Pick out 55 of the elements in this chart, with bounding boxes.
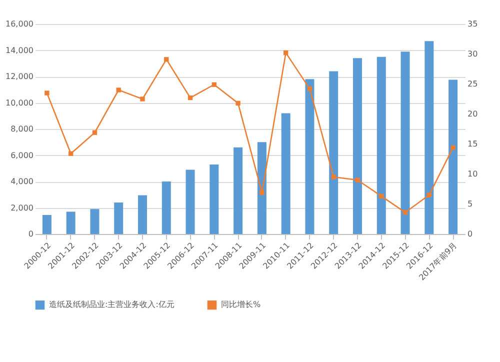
point: [450, 145, 456, 150]
point: [331, 174, 336, 180]
bar: [114, 202, 124, 234]
point: [116, 88, 121, 92]
point: [68, 151, 74, 156]
y-tick-label: 2,000: [10, 203, 34, 212]
point: [212, 82, 217, 87]
legend-label: 同比增长%: [221, 300, 261, 310]
point: [426, 192, 432, 198]
bar: [210, 164, 219, 234]
y2-tick-label: 25: [468, 80, 478, 88]
bar: [448, 80, 458, 234]
bar: [400, 52, 410, 234]
point: [188, 95, 193, 100]
bar: [66, 212, 76, 234]
y2-tick-label: 30: [468, 50, 478, 58]
point: [92, 130, 98, 135]
bar: [257, 142, 266, 234]
bar: [42, 214, 52, 234]
y-tick-label: 12,000: [6, 72, 34, 81]
y-tick-label: 8,000: [10, 124, 34, 134]
y-tick-label: 10,000: [6, 98, 34, 108]
point: [379, 194, 384, 199]
y2-tick-label: 5: [468, 200, 473, 208]
y2-tick-label: 10: [468, 170, 478, 178]
bar: [90, 209, 100, 234]
bar: [162, 182, 171, 234]
bar: [329, 71, 338, 234]
point: [260, 190, 264, 195]
bar: [376, 56, 386, 234]
y-tick-label: 6,000: [10, 150, 34, 160]
y2-tick-label: 35: [468, 20, 478, 28]
y-tick-label: 14,000: [6, 46, 34, 55]
point: [44, 90, 50, 96]
point: [140, 96, 145, 102]
y2-tick-label: 0: [468, 230, 473, 238]
point: [355, 178, 360, 182]
y-tick-label: 0: [28, 230, 34, 238]
bar: [281, 113, 290, 234]
y2-tick-label: 20: [468, 110, 478, 118]
point: [402, 210, 408, 215]
y-tick-label: 4,000: [10, 177, 34, 186]
bar: [138, 195, 147, 234]
point: [164, 57, 169, 62]
bar: [234, 147, 243, 234]
y2-tick-label: 15: [468, 140, 478, 148]
bar: [424, 41, 434, 234]
bar: [353, 58, 362, 234]
point: [307, 86, 312, 92]
y-tick-label: 16,000: [6, 20, 34, 28]
point: [283, 50, 288, 56]
legend-label: 造纸及纸制品业:主营业务收入:亿元: [49, 300, 174, 310]
point: [236, 100, 240, 106]
bar: [186, 170, 195, 234]
bar: [305, 79, 314, 234]
